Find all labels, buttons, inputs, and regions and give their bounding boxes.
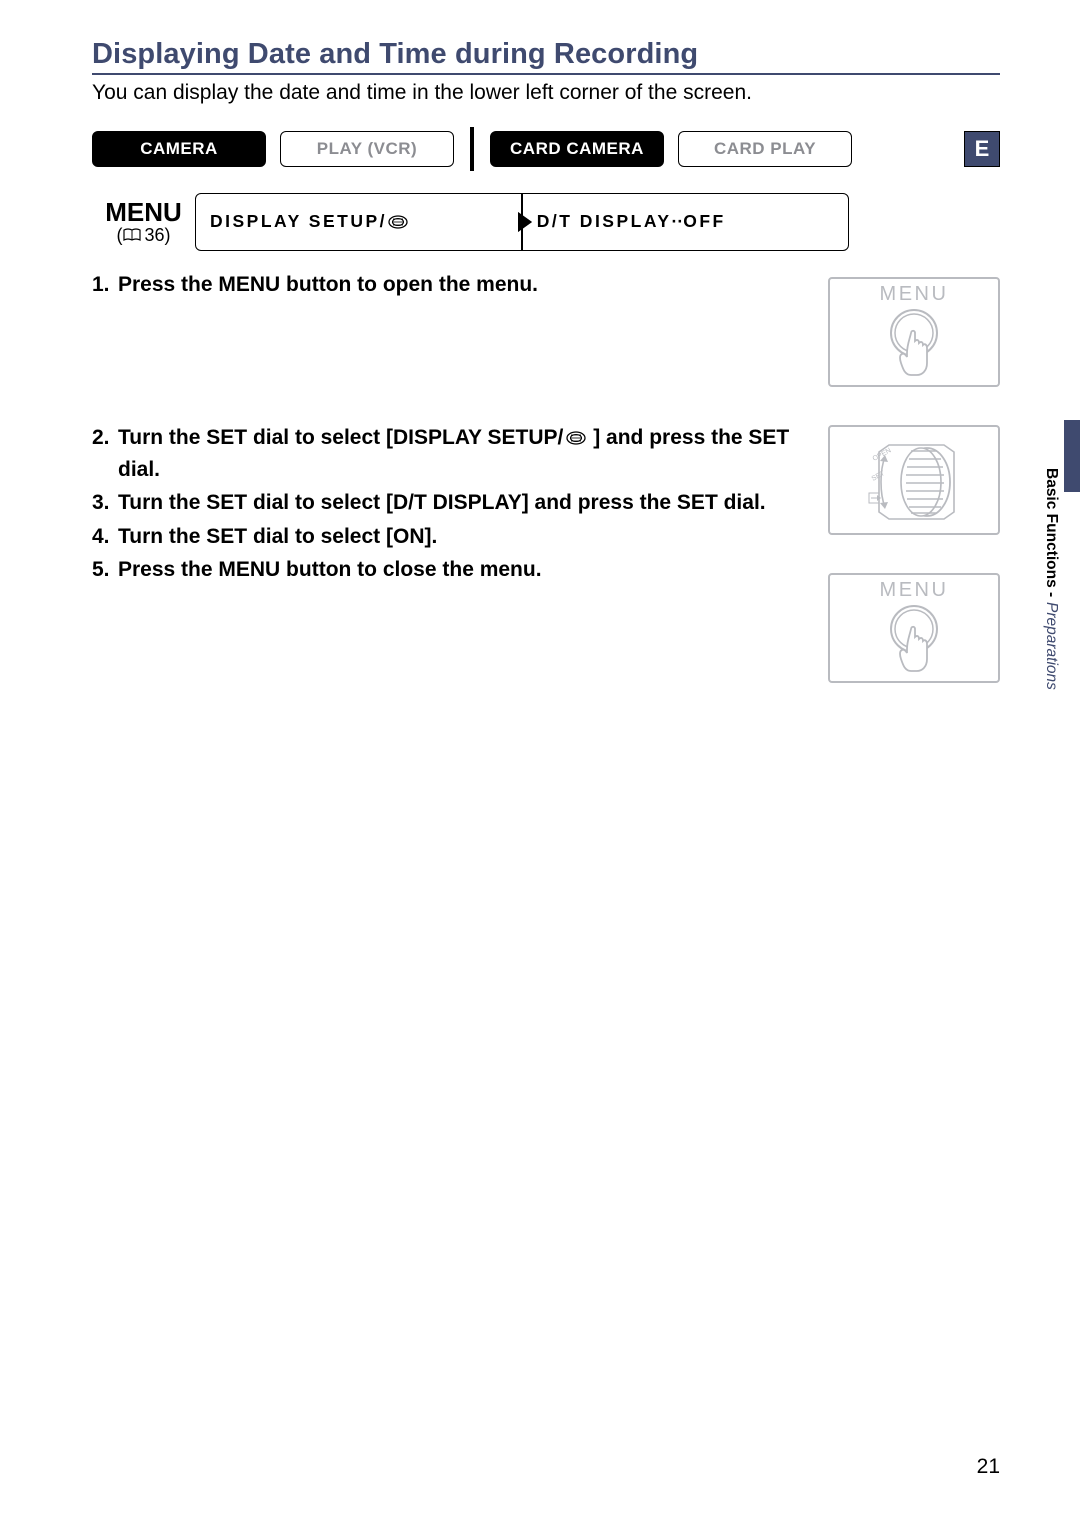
- step-4: 4.Turn the SET dial to select [ON].: [92, 521, 804, 553]
- mode-card-camera: CARD CAMERA: [490, 131, 664, 167]
- mode-camera: CAMERA: [92, 131, 266, 167]
- menu-button-icon: [877, 601, 951, 675]
- intro-text: You can display the date and time in the…: [92, 81, 1000, 105]
- menu-label: MENU (36): [92, 193, 195, 251]
- menu-label-text: MENU: [105, 199, 182, 225]
- step-3: 3.Turn the SET dial to select [D/T DISPL…: [92, 487, 804, 519]
- side-tab-bar: [1064, 420, 1080, 492]
- illus-label: MENU: [830, 283, 998, 306]
- menu-path: DISPLAY SETUP/ D/T DISPLAY··OFF: [195, 193, 849, 251]
- side-tab-bold: Basic Functions -: [1043, 468, 1060, 597]
- language-badge: E: [964, 131, 1000, 167]
- step-2: 2. Turn the SET dial to select [DISPLAY …: [92, 422, 804, 485]
- illustration-column: MENU: [828, 269, 1000, 683]
- display-setup-icon: [387, 214, 409, 230]
- book-icon: [122, 228, 142, 243]
- mode-separator: [470, 127, 474, 171]
- menu-path-cell-1: DISPLAY SETUP/: [196, 194, 521, 250]
- step-5: 5.Press the MENU button to close the men…: [92, 554, 804, 586]
- title-rule: [92, 73, 1000, 75]
- illus-label: MENU: [830, 579, 998, 602]
- mode-play-vcr: PLAY (VCR): [280, 131, 454, 167]
- steps-list: 1.Press the MENU button to open the menu…: [92, 269, 804, 588]
- set-dial-icon: OPEN SET: [849, 437, 979, 527]
- menu-ref: (36): [116, 226, 170, 244]
- menu-path-cell-2: D/T DISPLAY··OFF: [523, 194, 848, 250]
- mode-row: CAMERA PLAY (VCR) CARD CAMERA CARD PLAY …: [92, 127, 1000, 171]
- steps-block: 1.Press the MENU button to open the menu…: [92, 269, 1000, 683]
- slash: /: [380, 211, 385, 232]
- step-1: 1.Press the MENU button to open the menu…: [92, 269, 804, 301]
- page-title: Displaying Date and Time during Recordin…: [92, 38, 1000, 71]
- menu-button-icon: [877, 305, 951, 379]
- menu-path-row: MENU (36) DISPLAY SETUP/ D/T DISPLAY··OF…: [92, 193, 1000, 251]
- page-number: 21: [977, 1455, 1000, 1479]
- side-tab-italic: Preparations: [1043, 602, 1060, 690]
- mode-card-play: CARD PLAY: [678, 131, 852, 167]
- illus-menu-1: MENU: [828, 277, 1000, 387]
- illus-menu-2: MENU: [828, 573, 1000, 683]
- display-setup-icon: [565, 424, 587, 440]
- side-tab-text: Basic Functions - Preparations: [1042, 468, 1060, 693]
- illus-set-dial: OPEN SET: [828, 425, 1000, 535]
